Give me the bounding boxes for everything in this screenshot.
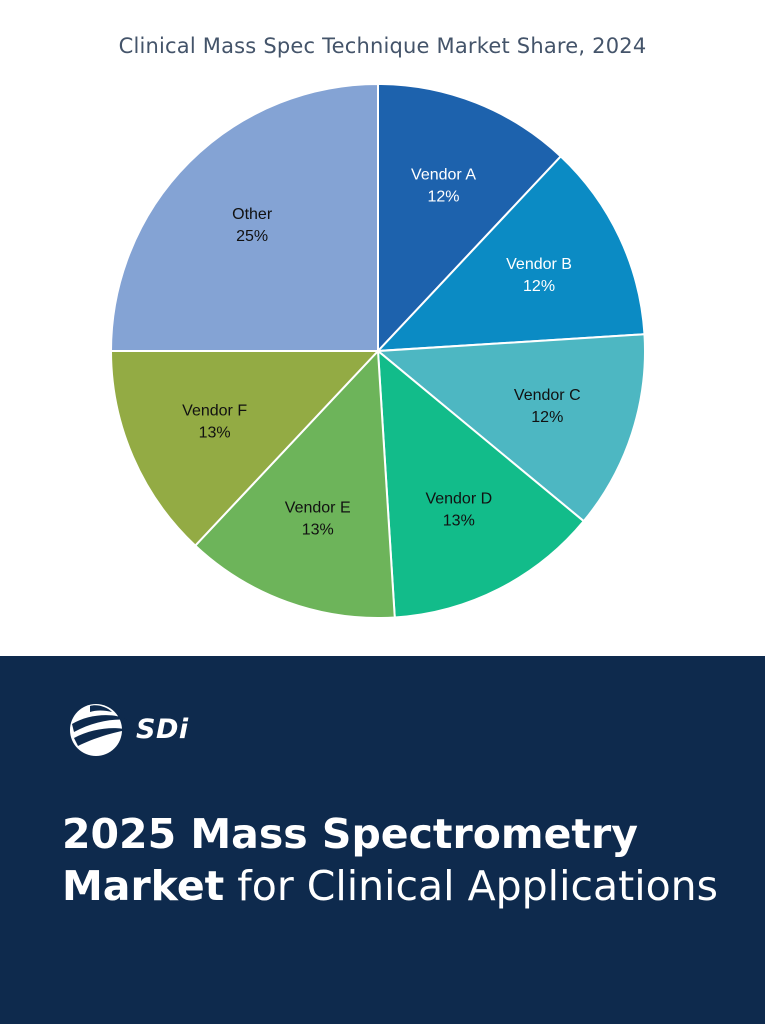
globe-swoosh-icon [70, 704, 128, 756]
pie-slice-vendor-d [376, 348, 586, 619]
slice-label-vendor-d: Vendor D 13% [425, 491, 492, 530]
slice-label-vendor-b: Vendor B 12% [506, 256, 572, 295]
slice-label-other: Other 25% [232, 206, 273, 245]
slice-label-vendor-e: Vendor E 13% [285, 499, 351, 538]
headline-light: for Clinical Applications [224, 862, 719, 910]
chart-area: Clinical Mass Spec Technique Market Shar… [109, 34, 647, 619]
slice-label-vendor-f: Vendor F 13% [182, 403, 247, 442]
report-banner [0, 656, 765, 1024]
sdi-logo: SDi [66, 700, 189, 758]
pie-slice-vendor-b [375, 154, 646, 353]
pie-chart: Vendor A 12% Vendor B 12% Vendor C 12% Vendor … [109, 82, 646, 619]
headline-line-2: Market for Clinical Applications [62, 860, 742, 912]
pie-slice-vendor-f [109, 350, 381, 548]
pie-slice-vendor-c [375, 333, 646, 523]
headline-bold-2: Market [62, 862, 225, 910]
headline-bold-1: 2025 Mass Spectrometry [62, 810, 638, 858]
pie-slice-vendor-a [377, 82, 563, 354]
logo-text: SDi [136, 713, 189, 745]
slice-label-vendor-a: Vendor A 12% [411, 166, 476, 205]
report-headline: 2025 Mass Spectrometry Market for Clinic… [62, 808, 742, 912]
pie-slice-other [109, 82, 379, 352]
slice-label-vendor-c: Vendor C 12% [514, 387, 581, 426]
chart-title: Clinical Mass Spec Technique Market Shar… [118, 34, 647, 58]
pie-slice-vendor-e [193, 348, 396, 619]
headline-line-1: 2025 Mass Spectrometry [62, 808, 742, 860]
